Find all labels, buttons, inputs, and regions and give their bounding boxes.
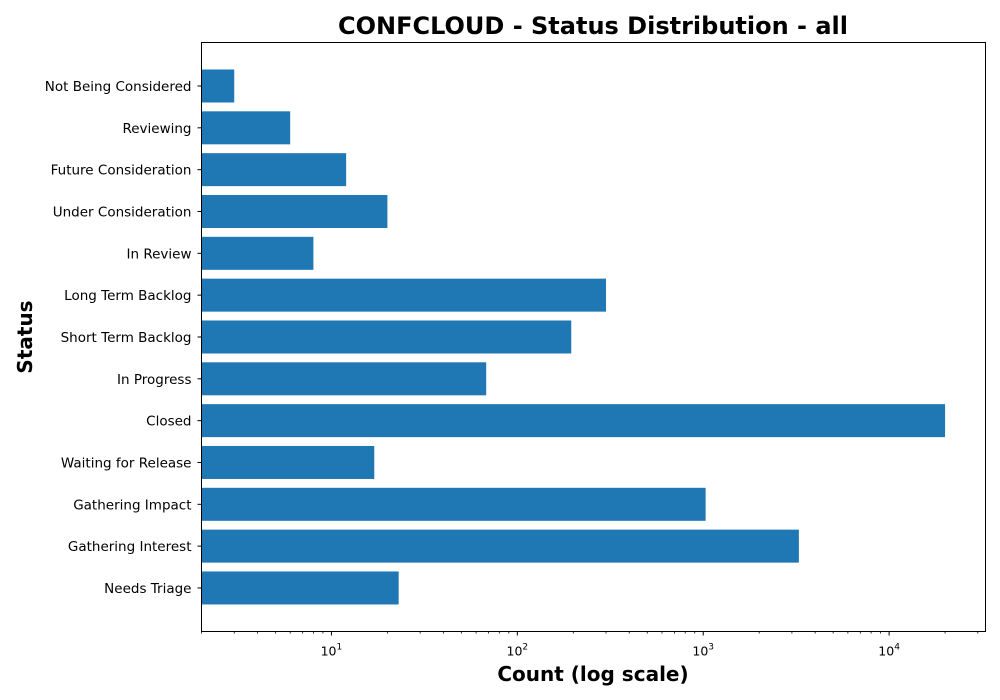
chart-title: CONFCLOUD - Status Distribution - all [338,12,848,40]
y-tick-label: In Review [127,246,192,262]
bar-not-being-considered [201,69,235,103]
y-tick-label: Reviewing [122,121,191,137]
y-tick-label: Gathering Interest [68,539,192,555]
x-tick-label: 103 [692,643,714,659]
y-tick-label: Under Consideration [53,204,192,220]
bars-group [201,69,946,605]
x-tick-label: 104 [878,643,900,659]
bar-long-term-backlog [201,278,607,312]
x-axis-ticks: 101 102 103 104 [201,631,979,659]
bar-reviewing [201,111,291,145]
y-tick-label: Closed [146,414,191,430]
bar-under-consideration [201,194,388,228]
bar-in-review [201,236,314,270]
y-tick-label: Waiting for Release [61,455,192,471]
bar-short-term-backlog [201,320,572,354]
x-tick-label: 101 [321,643,343,659]
y-tick-label: Long Term Backlog [64,288,191,304]
y-tick-label: Short Term Backlog [61,330,192,346]
bar-closed [201,404,946,438]
bar-gathering-interest [201,529,799,563]
y-tick-label: In Progress [117,372,191,388]
y-tick-label: Needs Triage [104,581,191,597]
x-axis-label: Count (log scale) [497,662,688,686]
bar-future-consideration [201,153,347,187]
y-axis-label: Status [13,300,37,373]
x-tick-label: 102 [507,643,529,659]
bar-gathering-impact [201,487,706,521]
y-axis-ticks: Not Being Considered Reviewing Future Cons… [45,79,202,597]
plot-area-frame [201,42,986,632]
bar-in-progress [201,362,487,396]
y-tick-label: Not Being Considered [45,79,192,95]
y-tick-label: Future Consideration [51,163,192,179]
bar-needs-triage [201,571,399,605]
bar-waiting-for-release [201,445,375,479]
y-tick-label: Gathering Impact [73,497,191,513]
